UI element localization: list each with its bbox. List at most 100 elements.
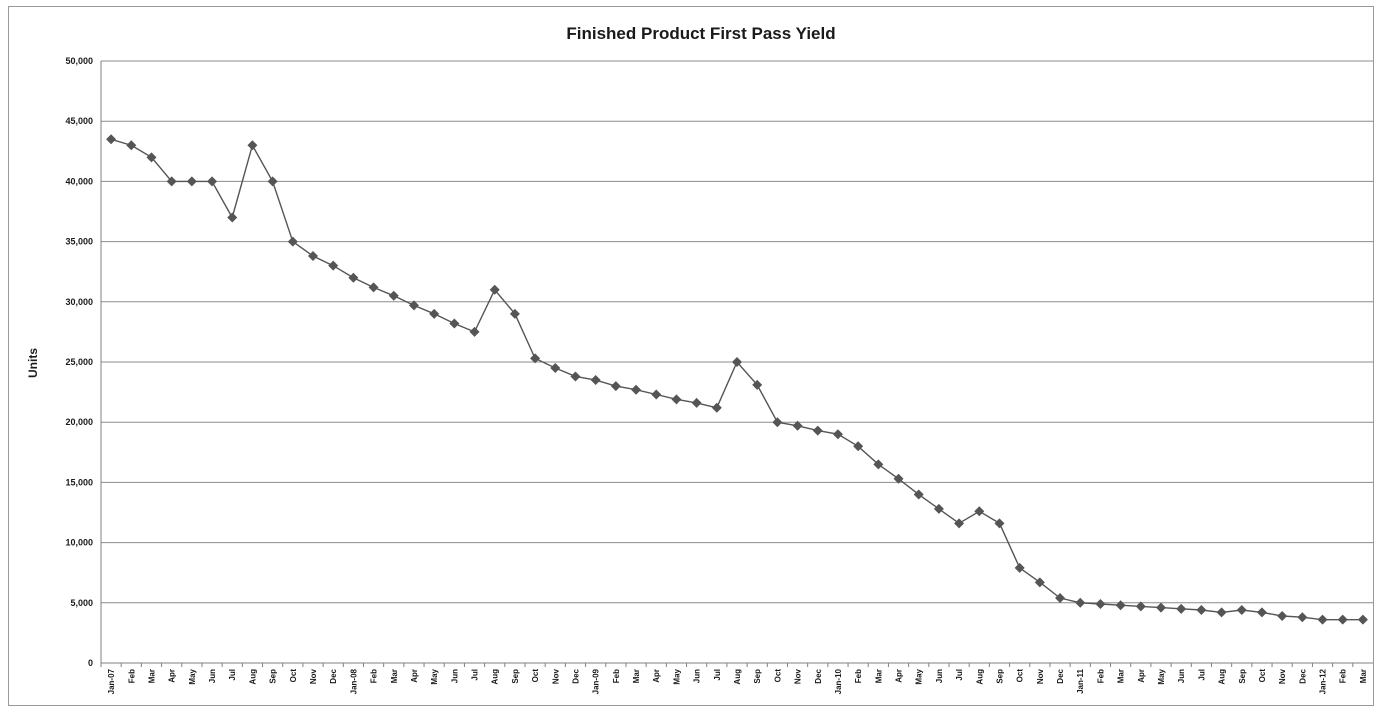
data-point: [752, 379, 763, 390]
data-point: [1055, 592, 1066, 603]
data-point: [509, 308, 520, 319]
data-point: [1014, 562, 1025, 573]
data-point: [449, 318, 460, 329]
data-point: [469, 326, 480, 337]
x-tick-label: Oct: [1016, 669, 1025, 683]
x-tick-label: May: [915, 668, 924, 684]
data-point: [287, 236, 298, 247]
x-tick-label: Nov: [794, 668, 803, 684]
x-tick-label: Feb: [1096, 669, 1105, 683]
chart-frame: Finished Product First Pass Yield Units …: [8, 6, 1374, 706]
x-tick-label: Feb: [612, 669, 621, 683]
data-point: [1216, 607, 1227, 618]
y-tick-label: 30,000: [65, 297, 93, 307]
data-point: [247, 140, 258, 151]
x-tick-label: Dec: [814, 668, 823, 683]
x-tick-label: Oct: [773, 669, 782, 683]
data-point: [772, 417, 783, 428]
data-point: [631, 384, 642, 395]
data-point: [530, 353, 541, 364]
x-tick-label: Sep: [269, 669, 278, 684]
y-tick-label: 40,000: [65, 176, 93, 186]
data-point: [1236, 605, 1247, 616]
data-point: [933, 503, 944, 514]
x-tick-label: Jun: [208, 669, 217, 683]
x-tick-label: Mar: [874, 669, 883, 683]
x-tick-label: Apr: [895, 669, 904, 683]
data-point: [1297, 612, 1308, 623]
x-tick-label: Jun: [935, 669, 944, 683]
x-tick-label: Jan-09: [592, 668, 601, 694]
x-tick-label: Jul: [471, 669, 480, 681]
x-tick-label: Aug: [975, 669, 984, 685]
data-point: [146, 152, 157, 163]
x-tick-label: Dec: [1298, 668, 1307, 683]
x-tick-label: Sep: [511, 669, 520, 684]
chart-title: Finished Product First Pass Yield: [566, 24, 835, 43]
data-point: [893, 473, 904, 484]
y-tick-label: 50,000: [65, 56, 93, 66]
data-point: [368, 282, 379, 293]
data-point: [186, 176, 197, 187]
data-point: [1095, 599, 1106, 610]
x-tick-label: Jun: [450, 669, 459, 683]
x-tick-label: Nov: [1278, 668, 1287, 684]
x-tick-label: May: [1157, 668, 1166, 684]
data-point: [590, 375, 601, 386]
data-point: [651, 389, 662, 400]
data-points: [106, 134, 1368, 625]
data-point: [348, 272, 359, 283]
x-tick-label: Mar: [1117, 669, 1126, 683]
x-tick-label: Feb: [370, 669, 379, 683]
data-point: [792, 420, 803, 431]
data-point: [207, 176, 218, 187]
x-tick-label: Mar: [147, 669, 156, 683]
x-tick-label: Apr: [652, 669, 661, 683]
data-point: [126, 140, 137, 151]
x-tick-label: Jan-11: [1076, 668, 1085, 693]
x-tick-label: Nov: [551, 668, 560, 684]
data-point: [550, 363, 561, 374]
data-point: [691, 397, 702, 408]
x-tick-label: Jan-10: [834, 668, 843, 694]
data-point: [1357, 614, 1368, 625]
x-tick-label: Aug: [248, 669, 257, 685]
y-tick-label: 35,000: [65, 237, 93, 247]
x-tick-label: Oct: [1258, 669, 1267, 683]
data-point: [1256, 607, 1267, 618]
x-tick-label: Jan-08: [349, 668, 358, 694]
x-tick-label: Apr: [1137, 669, 1146, 683]
data-point: [1337, 614, 1348, 625]
data-point: [1196, 605, 1207, 616]
y-tick-label: 0: [88, 658, 93, 668]
x-tick-label: Jun: [1177, 669, 1186, 683]
x-tick-label: Jul: [228, 669, 237, 681]
y-axis-label: Units: [26, 348, 40, 378]
x-tick-label: May: [188, 668, 197, 684]
data-point: [913, 489, 924, 500]
y-tick-label: 45,000: [65, 116, 93, 126]
data-point: [1034, 577, 1045, 588]
data-point: [1075, 597, 1086, 608]
x-tick-label: Jul: [713, 669, 722, 681]
y-tick-label: 15,000: [65, 477, 93, 487]
x-tick-label: Jul: [955, 669, 964, 681]
data-point: [408, 300, 419, 311]
x-tick-label: Feb: [854, 669, 863, 683]
series-line: [110, 138, 1363, 621]
x-tick-label: Aug: [733, 669, 742, 685]
data-point: [1115, 600, 1126, 611]
data-point: [429, 308, 440, 319]
x-tick-label: Apr: [168, 669, 177, 683]
series-line-layer: [110, 138, 1363, 621]
x-tick-label: Oct: [531, 669, 540, 683]
data-point: [328, 260, 339, 271]
x-tick-label: Nov: [1036, 668, 1045, 684]
data-point: [954, 518, 965, 529]
x-axis-ticks: Jan-07 Feb Mar Apr May Jun Jul Aug Sep Oct Nov Dec J…: [100, 663, 1368, 694]
x-tick-label: Jan-07: [107, 668, 116, 694]
data-point: [489, 284, 500, 295]
data-point: [671, 394, 682, 405]
x-tick-label: Dec: [1056, 668, 1065, 683]
x-tick-label: May: [672, 668, 681, 684]
